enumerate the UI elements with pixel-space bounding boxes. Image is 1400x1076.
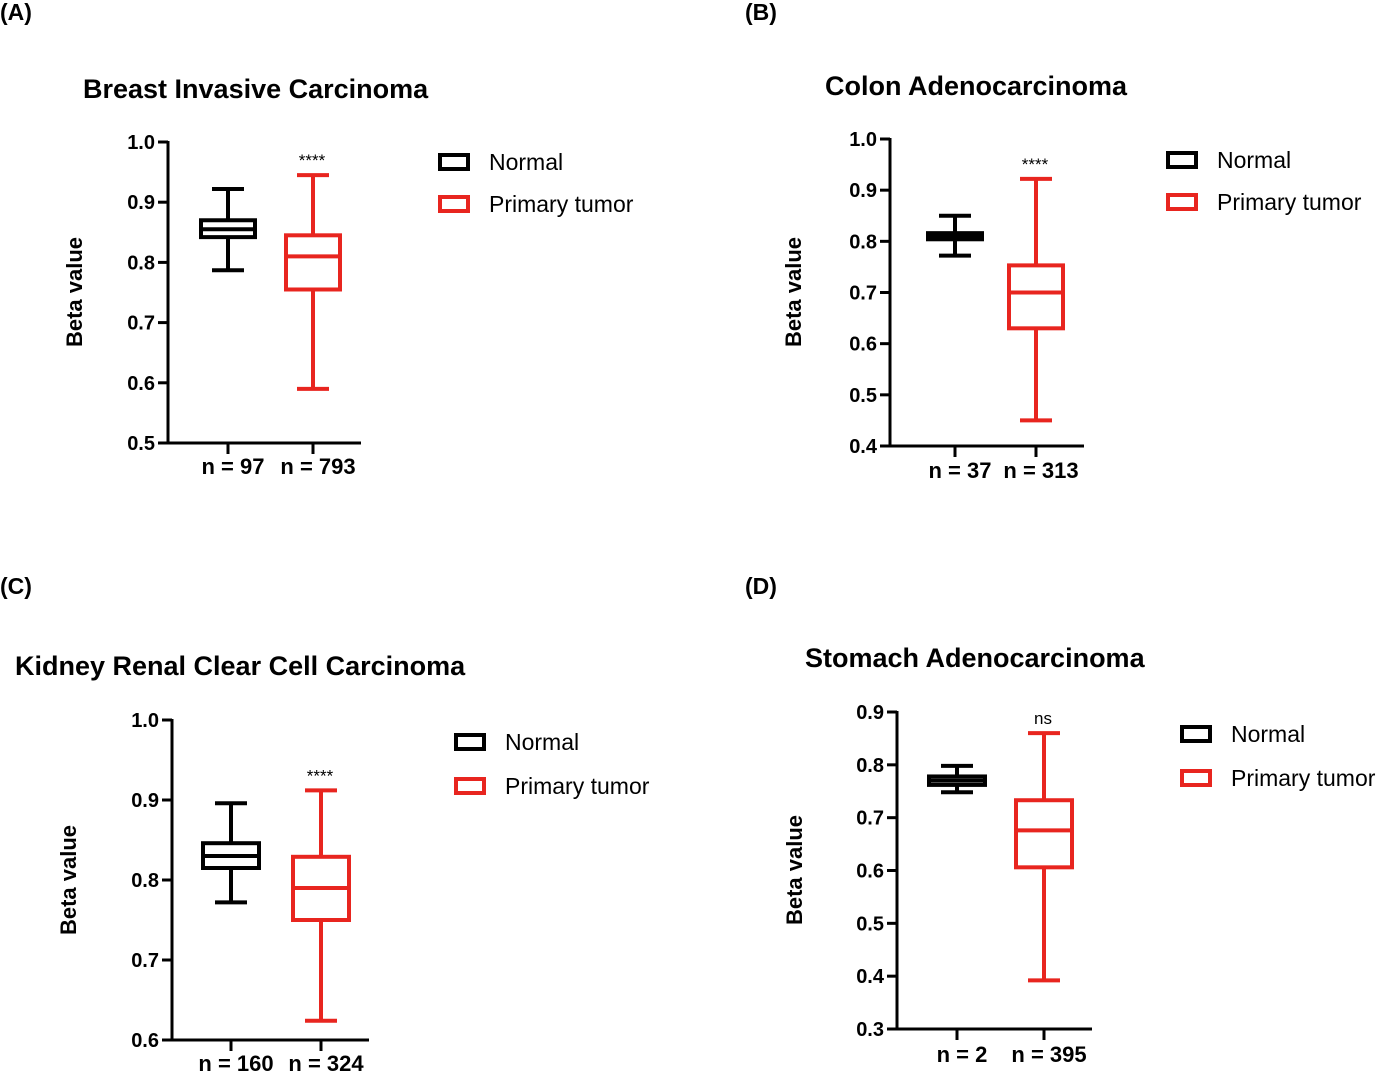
y-tick-label: 0.5 [127, 433, 155, 455]
box-tumor: n = 313 [1003, 176, 1079, 483]
y-tick-label: 0.6 [856, 861, 884, 883]
box-normal: n = 97 [199, 186, 265, 479]
legend-swatch [454, 777, 486, 795]
panel-label: (B) [745, 0, 777, 25]
chart-title: Kidney Renal Clear Cell Carcinoma [15, 651, 466, 681]
significance-label: **** [299, 151, 326, 170]
x-category-label: n = 160 [198, 1051, 273, 1076]
y-axis-label: Beta value [56, 825, 81, 935]
y-tick-label: 0.9 [127, 192, 155, 214]
legend-label: Normal [489, 149, 563, 175]
chart-panel-a: (A) Breast Invasive Carcinoma 0.5 0.6 0.7 0.8… [0, 0, 634, 479]
legend-label: Primary tumor [1217, 189, 1362, 215]
panel-label: (C) [0, 573, 32, 599]
chart-panel-c: (C) Kidney Renal Clear Cell Carcinoma 0.6 0… [0, 573, 650, 1076]
legend-swatch [438, 153, 470, 171]
legend-label: Primary tumor [505, 773, 650, 799]
y-tick-label: 0.6 [849, 334, 877, 356]
box-tumor: n = 793 [280, 173, 356, 479]
box-tumor: n = 324 [288, 788, 364, 1076]
legend-label: Normal [505, 729, 579, 755]
y-tick-label: 0.9 [131, 790, 159, 812]
y-tick-label: 0.8 [849, 231, 877, 253]
panel-label: (D) [745, 573, 777, 599]
legend-swatch [438, 195, 470, 213]
y-tick-label: 1.0 [131, 710, 159, 732]
y-tick-label: 0.9 [856, 702, 884, 724]
chart-title: Breast Invasive Carcinoma [83, 74, 429, 104]
legend-swatch [1166, 193, 1198, 211]
legend-swatch [1180, 725, 1212, 743]
y-tick-label: 0.9 [849, 180, 877, 202]
box-iqr [1007, 263, 1065, 331]
chart-title: Stomach Adenocarcinoma [805, 643, 1146, 673]
box-normal: n = 160 [198, 801, 274, 1076]
legend-swatch [454, 733, 486, 751]
panel-label: (A) [0, 0, 32, 25]
y-tick-label: 0.7 [131, 950, 159, 972]
box-normal: n = 2 [927, 763, 988, 1067]
legend-swatch [1166, 151, 1198, 169]
y-tick-label: 0.8 [856, 755, 884, 777]
x-category-label: n = 313 [1003, 458, 1078, 483]
y-tick-label: 0.3 [856, 1019, 884, 1041]
legend-label: Normal [1217, 147, 1291, 173]
x-category-label: n = 2 [937, 1042, 988, 1067]
box-iqr [1014, 798, 1074, 870]
y-tick-label: 0.8 [131, 870, 159, 892]
x-category-label: n = 324 [288, 1051, 364, 1076]
y-tick-label: 0.6 [127, 373, 155, 395]
y-tick-label: 0.7 [849, 283, 877, 305]
x-category-label: n = 793 [280, 454, 355, 479]
chart-panel-d: (D) Stomach Adenocarcinoma 0.3 0.4 0.5 0.6 0.7… [745, 573, 1376, 1067]
y-tick-label: 0.5 [849, 385, 877, 407]
y-axis-label: Beta value [781, 237, 806, 347]
x-category-label: n = 395 [1011, 1042, 1086, 1067]
legend-swatch [1180, 769, 1212, 787]
y-tick-label: 0.4 [849, 436, 878, 458]
box-normal: n = 37 [926, 213, 992, 483]
legend-label: Normal [1231, 721, 1305, 747]
y-axis-label: Beta value [782, 815, 807, 925]
y-tick-label: 0.4 [856, 966, 885, 988]
box-iqr [284, 233, 342, 292]
y-tick-label: 0.8 [127, 252, 155, 274]
y-tick-label: 0.7 [856, 808, 884, 830]
legend-label: Primary tumor [489, 191, 634, 217]
significance-label: ns [1034, 709, 1052, 728]
significance-label: **** [1022, 155, 1049, 174]
box-tumor: n = 395 [1011, 731, 1087, 1067]
chart-title: Colon Adenocarcinoma [825, 71, 1128, 101]
y-tick-label: 0.7 [127, 313, 155, 335]
y-tick-label: 0.5 [856, 913, 884, 935]
y-axis-label: Beta value [62, 237, 87, 347]
significance-label: **** [307, 766, 334, 785]
y-tick-label: 0.6 [131, 1030, 159, 1052]
x-category-label: n = 97 [202, 454, 265, 479]
legend-label: Primary tumor [1231, 765, 1376, 791]
y-tick-label: 1.0 [127, 132, 155, 154]
x-category-label: n = 37 [929, 458, 992, 483]
y-tick-label: 1.0 [849, 129, 877, 151]
chart-panel-b: (B) Colon Adenocarcinoma 0.4 0.5 0.6 0.7 0.8 0.… [745, 0, 1362, 483]
